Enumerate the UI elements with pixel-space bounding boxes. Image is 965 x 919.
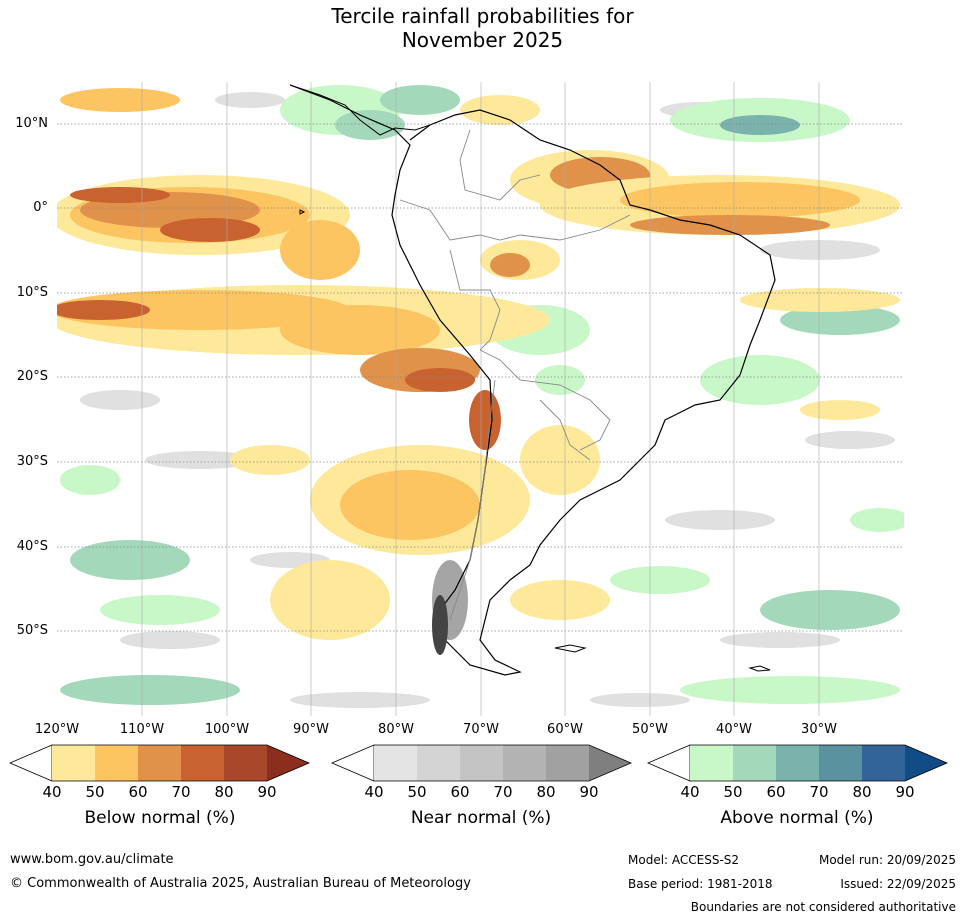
colorbar-below-normal xyxy=(8,744,311,782)
title-line-1: Tercile rainfall probabilities for xyxy=(331,4,634,28)
colorbar-above-normal xyxy=(646,744,949,782)
cb2-high-arrow xyxy=(589,745,631,781)
cb3-seg-3 xyxy=(776,745,819,781)
cb2-seg-4 xyxy=(503,745,546,781)
cb2-tick: 50 xyxy=(407,783,427,801)
lon-label: 100°W xyxy=(204,722,250,737)
footer-issued: Issued: 22/09/2025 xyxy=(840,877,956,891)
lat-label: 50°S xyxy=(16,623,48,638)
cb2-low-arrow xyxy=(330,744,375,782)
cb1-seg-2 xyxy=(95,745,138,781)
cb2-title: Near normal (%) xyxy=(410,808,552,828)
lat-label: 30°S xyxy=(16,454,48,469)
footer-base-period: Base period: 1981-2018 xyxy=(628,877,773,891)
below-normal-patches xyxy=(57,88,900,640)
lon-label: 30°W xyxy=(801,722,837,737)
cb1-tick: 50 xyxy=(85,783,105,801)
fjord-coast xyxy=(432,595,448,655)
cb3-tick: 70 xyxy=(809,783,829,801)
country-borders xyxy=(399,129,631,621)
cb2-tick: 60 xyxy=(450,783,470,801)
cb3-seg-1 xyxy=(690,745,733,781)
footer-model-run: Model run: 20/09/2025 xyxy=(818,853,956,867)
cb1-seg-5 xyxy=(224,745,267,781)
title-line-2: November 2025 xyxy=(401,28,564,52)
coastline-central-america xyxy=(289,84,431,136)
cb1-tick: 70 xyxy=(171,783,191,801)
cb2-seg-2 xyxy=(417,745,460,781)
cb3-tick: 40 xyxy=(680,783,700,801)
cb3-tick: 50 xyxy=(723,783,743,801)
lon-label: 40°W xyxy=(716,722,752,737)
footer-disclaimer: Boundaries are not considered authoritat… xyxy=(690,900,956,914)
cb2-seg-1 xyxy=(374,745,417,781)
lon-label: 70°W xyxy=(463,722,499,737)
lon-label: 110°W xyxy=(119,722,165,737)
cb3-tick: 90 xyxy=(895,783,915,801)
cb3-low-arrow xyxy=(646,744,691,782)
lon-label: 120°W xyxy=(34,722,80,737)
cb3-title: Above normal (%) xyxy=(720,808,874,828)
cb3-seg-5 xyxy=(862,745,905,781)
lon-label: 50°W xyxy=(632,722,668,737)
cb3-seg-4 xyxy=(819,745,862,781)
cb1-low-arrow xyxy=(8,744,53,782)
cb1-seg-1 xyxy=(52,745,95,781)
cb3-high-arrow xyxy=(905,745,947,781)
cb1-seg-4 xyxy=(181,745,224,781)
lat-label: 20°S xyxy=(16,369,48,384)
lat-label: 10°S xyxy=(16,285,48,300)
coastline-south-america xyxy=(289,84,776,676)
cb3-seg-2 xyxy=(733,745,776,781)
islands xyxy=(299,209,771,672)
cb2-tick: 80 xyxy=(536,783,556,801)
cb1-tick: 80 xyxy=(214,783,234,801)
cb2-seg-5 xyxy=(546,745,589,781)
cb2-seg-3 xyxy=(460,745,503,781)
lat-label: 0° xyxy=(33,200,48,215)
cb1-high-arrow xyxy=(267,745,309,781)
graticule xyxy=(57,123,904,632)
lat-label: 40°S xyxy=(16,539,48,554)
cb1-tick: 90 xyxy=(257,783,277,801)
cb1-tick: 60 xyxy=(128,783,148,801)
colorbar-near-normal xyxy=(330,744,633,782)
cb2-tick: 70 xyxy=(493,783,513,801)
cb3-tick: 80 xyxy=(852,783,872,801)
footer-website[interactable]: www.bom.gov.au/climate xyxy=(10,852,174,867)
cb3-tick: 60 xyxy=(766,783,786,801)
cb1-tick: 40 xyxy=(42,783,62,801)
footer-model: Model: ACCESS-S2 xyxy=(628,853,740,867)
lat-label: 10°N xyxy=(15,116,48,131)
cb2-tick: 90 xyxy=(579,783,599,801)
lon-label: 60°W xyxy=(547,722,583,737)
footer-copyright: © Commonwealth of Australia 2025, Austra… xyxy=(10,876,471,891)
cb1-seg-3 xyxy=(138,745,181,781)
map-panel xyxy=(57,82,904,716)
map-title: Tercile rainfall probabilities for Novem… xyxy=(0,4,965,52)
lon-label: 80°W xyxy=(378,722,414,737)
cb2-tick: 40 xyxy=(364,783,384,801)
cb1-title: Below normal (%) xyxy=(84,808,236,828)
lon-label: 90°W xyxy=(293,722,329,737)
